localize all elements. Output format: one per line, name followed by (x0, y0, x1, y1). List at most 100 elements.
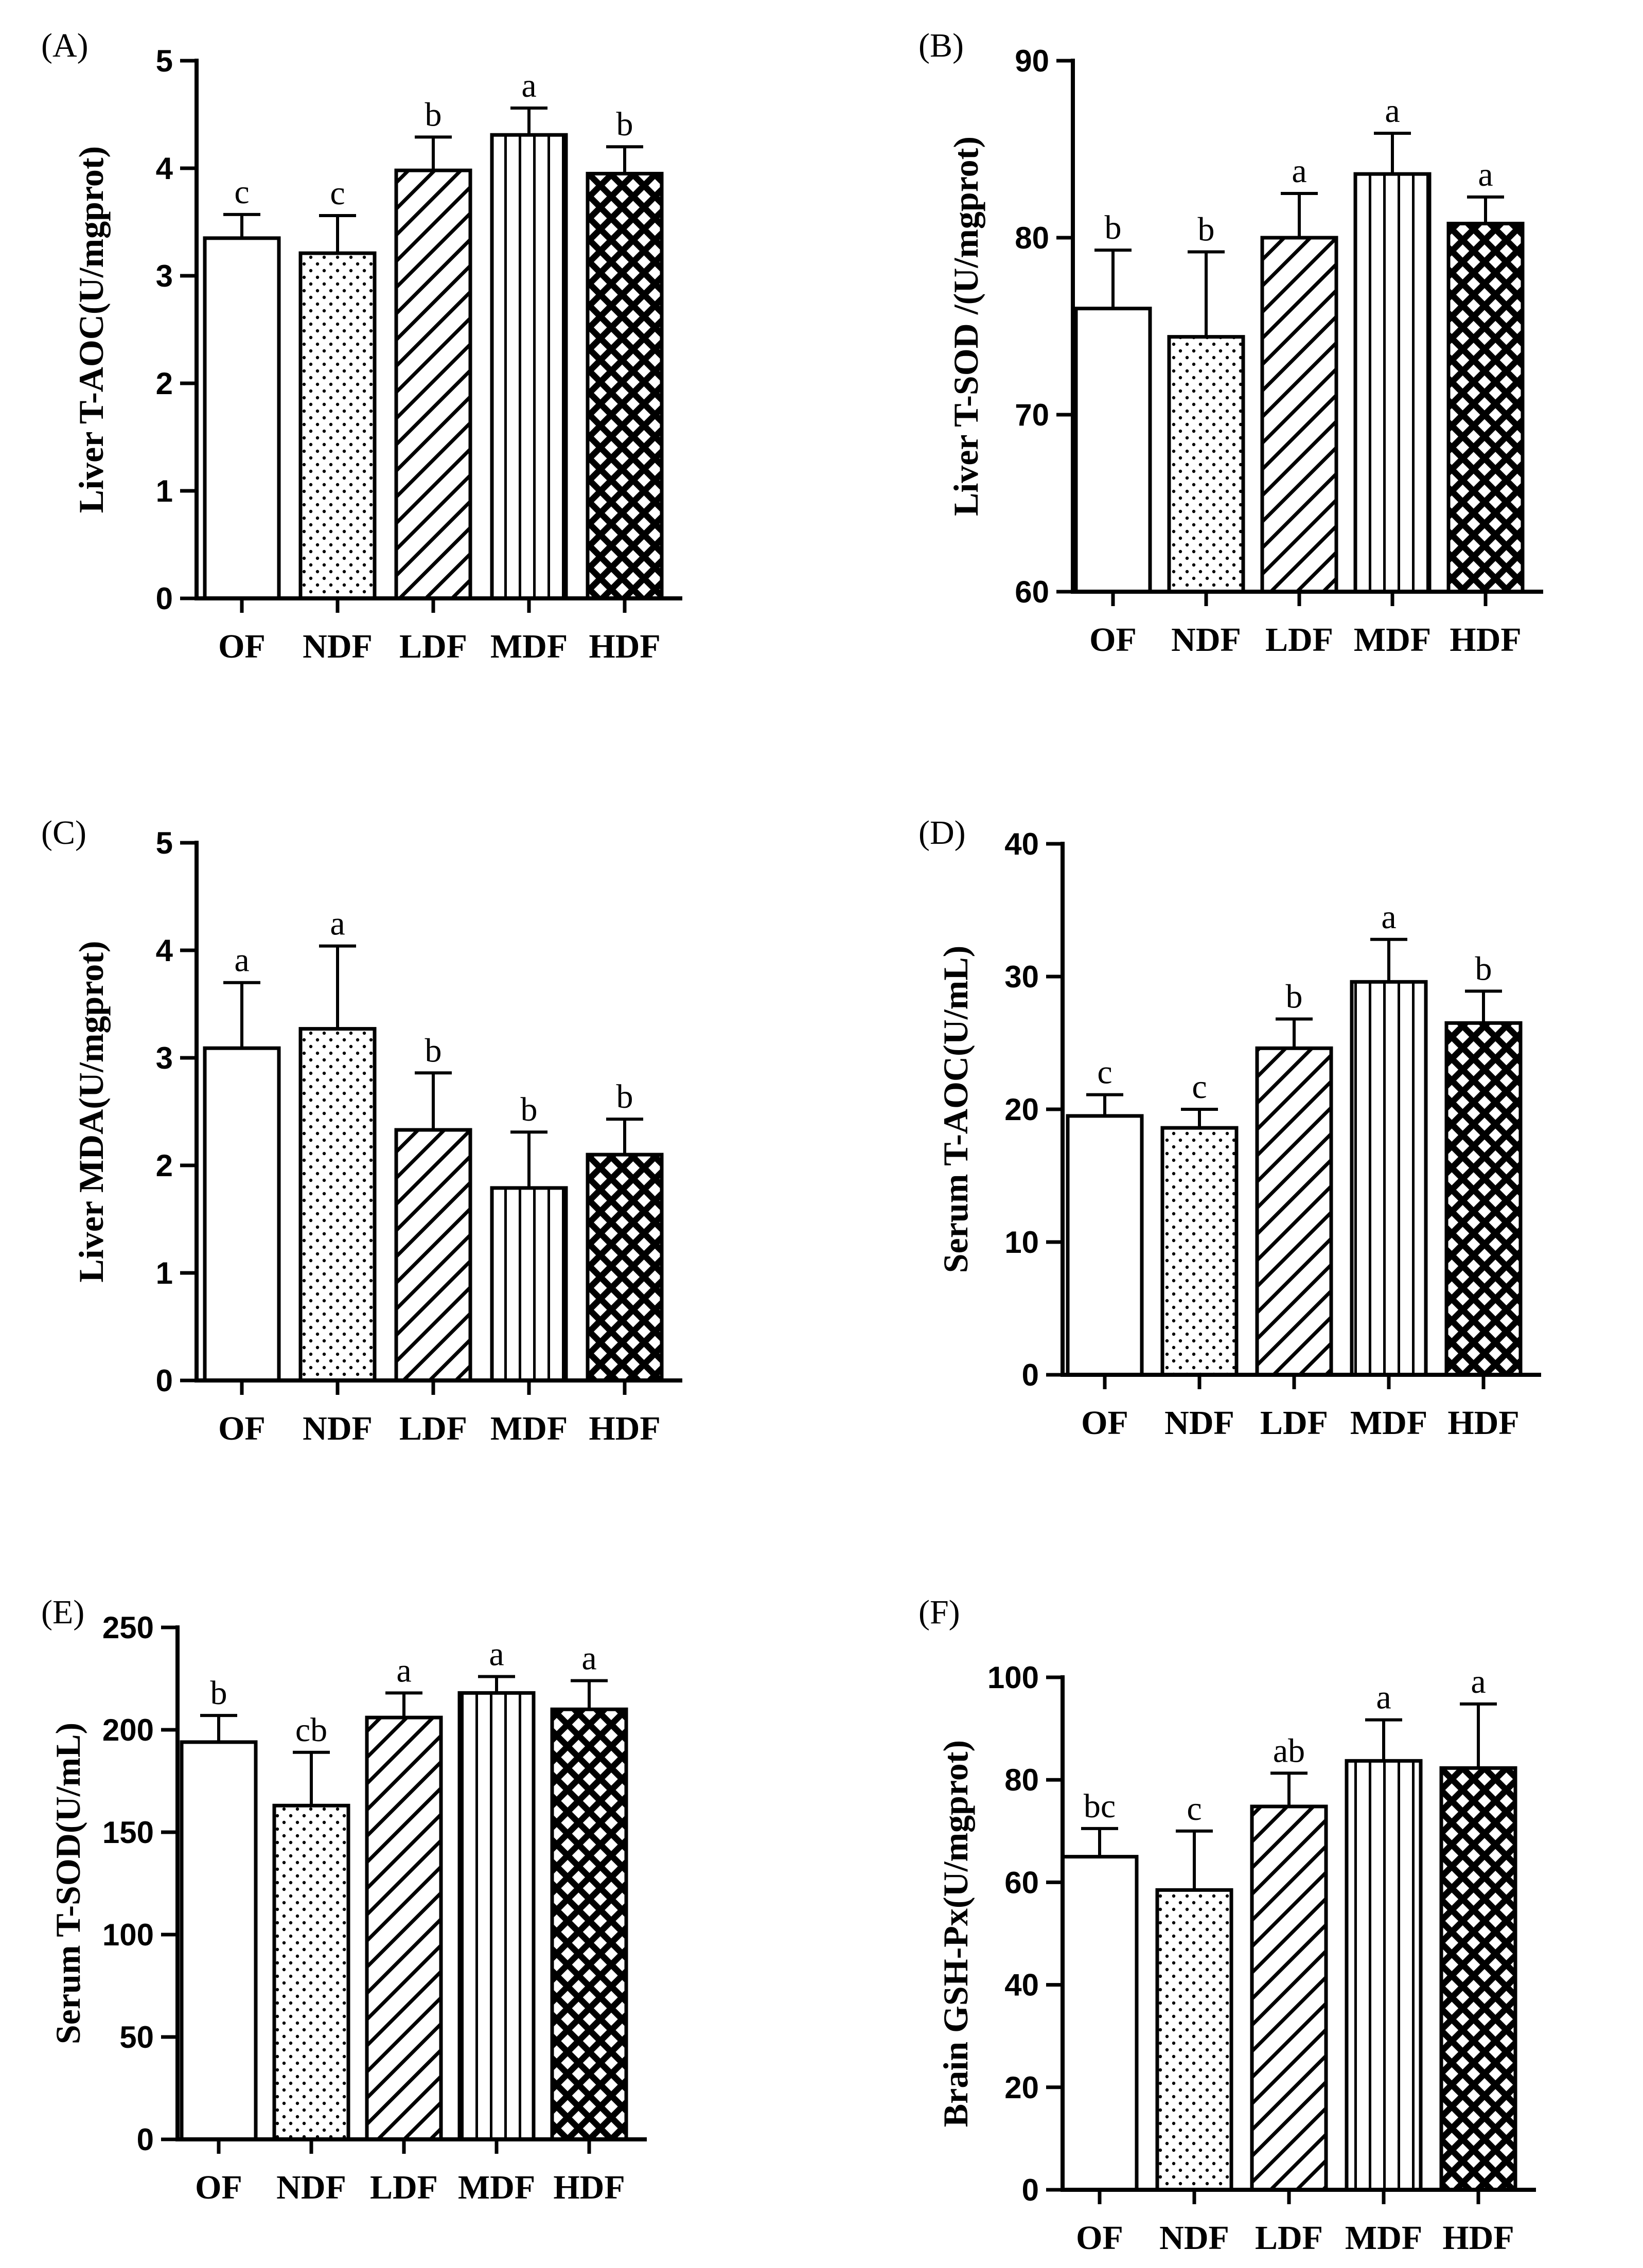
bar-ndf (298, 251, 377, 600)
bar-mdf (490, 133, 568, 600)
significance-label: b (1198, 211, 1215, 249)
bar-hdf (1444, 1021, 1523, 1377)
bar-ldf (1250, 1804, 1328, 2192)
x-tick-label: NDF (303, 628, 373, 665)
bar-ldf (394, 1128, 472, 1383)
y-tick-label: 100 (987, 1660, 1039, 1695)
y-tick-label: 4 (156, 151, 173, 186)
panel-label: (F) (918, 1593, 960, 1631)
bar-of (1066, 1114, 1144, 1377)
x-tick-label: LDF (399, 628, 467, 665)
significance-label: cb (295, 1711, 327, 1749)
y-axis-title: Liver T-SOD /(U/mgprot) (946, 136, 985, 516)
bar-ldf (365, 1715, 443, 2141)
x-tick-label: LDF (399, 1410, 467, 1447)
y-tick-label: 200 (102, 1713, 154, 1747)
y-axis-title: Brain GSH-Px(U/mgprot) (936, 1740, 975, 2127)
chart-panel: (F) Brain GSH-Px(U/mgprot) bc OF c NDF ab LDF a M… (918, 1593, 1536, 2257)
chart-panel: (C) Liver MDA(U/mgprot) a OF a NDF b LDF b MDF b HD… (41, 814, 682, 1447)
y-tick-label: 250 (102, 1610, 154, 1645)
y-tick-label: 1 (156, 1256, 173, 1290)
y-tick-label: 30 (1004, 960, 1039, 994)
panel-label: (A) (41, 27, 89, 64)
bar-hdf (586, 171, 664, 600)
x-tick-label: NDF (1171, 621, 1241, 659)
x-tick-label: LDF (370, 2169, 438, 2206)
significance-label: a (396, 1652, 411, 1689)
significance-label: c (330, 174, 345, 212)
bar-mdf (1353, 172, 1432, 594)
bar-hdf (1446, 221, 1525, 594)
y-tick-label: 100 (102, 1918, 154, 1952)
y-axis-title: Liver T-AOC(U/mgprot) (72, 146, 111, 513)
bar-ndf (1155, 1888, 1233, 2192)
significance-label: a (521, 67, 536, 104)
x-tick-label: OF (1081, 1404, 1128, 1442)
chart-panel: (B) Liver T-SOD /(U/mgprot) b OF b NDF a LDF a MD… (918, 27, 1543, 659)
y-tick-label: 60 (1004, 1865, 1039, 1900)
significance-label: b (1105, 209, 1122, 246)
significance-label: a (1478, 156, 1493, 193)
y-tick-label: 150 (102, 1815, 154, 1850)
x-tick-label: HDF (589, 1410, 660, 1447)
significance-label: a (1376, 1679, 1391, 1716)
bar-of (1074, 307, 1152, 594)
significance-label: c (234, 173, 249, 211)
y-axis-title: Serum T-SOD(U/mL) (48, 1723, 87, 2044)
x-tick-label: HDF (589, 628, 660, 665)
y-tick-label: 60 (1015, 575, 1049, 609)
bar-mdf (457, 1691, 536, 2141)
significance-label: b (616, 1078, 633, 1115)
x-tick-label: LDF (1265, 621, 1333, 659)
x-tick-label: HDF (1447, 1404, 1519, 1442)
y-tick-label: 40 (1004, 827, 1039, 861)
x-tick-label: MDF (1354, 621, 1431, 659)
y-tick-label: 80 (1004, 1763, 1039, 1797)
significance-label: b (616, 105, 633, 143)
y-tick-label: 2 (156, 366, 173, 401)
significance-label: b (210, 1674, 227, 1712)
y-tick-label: 70 (1015, 398, 1049, 432)
bar-of (203, 236, 281, 600)
y-tick-label: 90 (1015, 44, 1049, 78)
x-tick-label: OF (218, 1410, 266, 1447)
x-tick-label: NDF (1164, 1404, 1234, 1442)
bar-mdf (1350, 980, 1428, 1377)
x-tick-label: NDF (303, 1410, 373, 1447)
chart-panel: (E) Serum T-SOD(U/mL) b OF cb NDF a LDF a MDF a HDF… (41, 1593, 647, 2206)
y-tick-label: 4 (156, 933, 173, 968)
panel-label: (D) (918, 814, 966, 852)
significance-label: ab (1273, 1732, 1305, 1769)
x-tick-label: HDF (553, 2169, 625, 2206)
significance-label: a (330, 905, 345, 943)
x-tick-label: NDF (276, 2169, 346, 2206)
y-axis-title: Liver MDA(U/mgprot) (72, 941, 111, 1282)
significance-label: b (521, 1091, 538, 1128)
y-tick-label: 0 (156, 581, 173, 616)
y-tick-label: 5 (156, 826, 173, 860)
significance-label: b (1475, 950, 1492, 987)
chart-panel: (A) Liver T-AOC(U/mgprot) c OF c NDF b LDF a MDF b… (41, 27, 682, 665)
x-tick-label: MDF (490, 628, 568, 665)
bar-ldf (1260, 236, 1338, 594)
significance-label: c (1097, 1054, 1112, 1091)
y-tick-label: 50 (119, 2020, 154, 2054)
x-tick-label: NDF (1159, 2219, 1229, 2257)
chart-panel: (D) Serum T-AOC(U/mL) c OF c NDF b LDF a MDF b HDF 0… (918, 814, 1541, 1442)
bar-ndf (298, 1027, 377, 1383)
significance-label: a (581, 1639, 596, 1677)
bar-ldf (1255, 1046, 1333, 1377)
y-tick-label: 0 (137, 2122, 154, 2157)
x-tick-label: OF (195, 2169, 242, 2206)
bar-of (203, 1046, 281, 1383)
x-tick-label: MDF (458, 2169, 535, 2206)
y-tick-label: 5 (156, 44, 173, 78)
y-tick-label: 20 (1004, 1092, 1039, 1127)
panel-label: (C) (41, 814, 86, 852)
bar-ndf (1167, 335, 1245, 594)
x-tick-label: MDF (490, 1410, 568, 1447)
panel-label: (B) (918, 27, 964, 64)
panel-label: (E) (41, 1593, 84, 1631)
y-tick-label: 80 (1015, 221, 1049, 255)
